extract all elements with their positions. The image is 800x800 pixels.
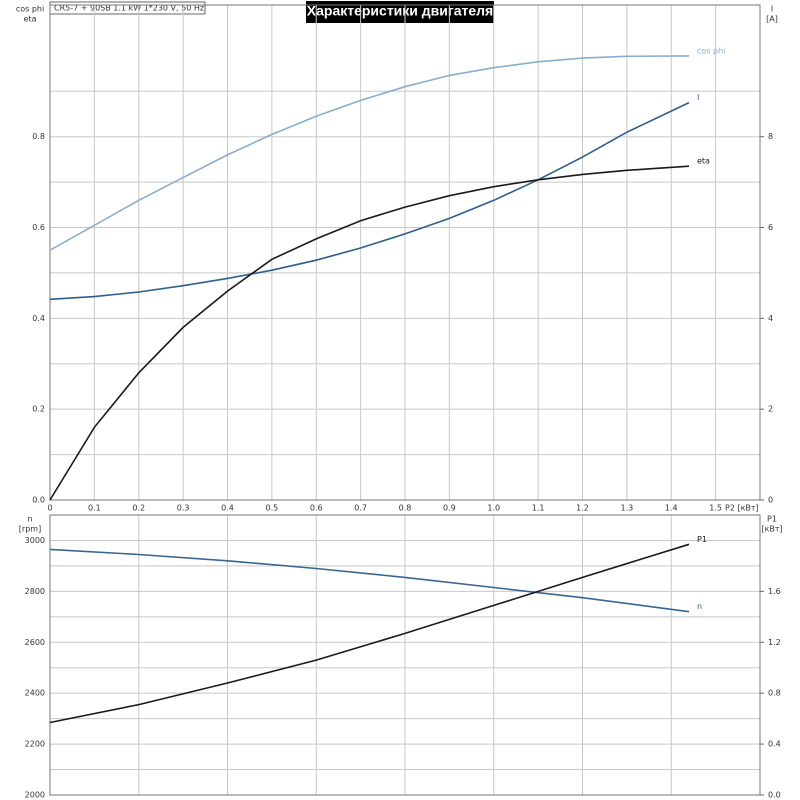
y-tick-label: 0.6 (32, 223, 45, 232)
line-series (49, 548, 690, 613)
chart-title: Характеристики двигателя (307, 3, 493, 19)
y2-tick-label: 2 (768, 405, 773, 414)
x-tick-label: 0 (47, 504, 52, 513)
line-series (49, 55, 690, 251)
y-tick-label: 0.0 (32, 496, 45, 505)
x-tick-label: 0.5 (266, 504, 279, 513)
y2-axis-label: [A] (766, 15, 778, 24)
y2-tick-label: 0.4 (768, 740, 781, 749)
y2-tick-label: 0.8 (768, 689, 781, 698)
y2-axis-label: [кВт] (761, 525, 782, 534)
y2-tick-label: 4 (768, 314, 773, 323)
x-tick-label: 1.5 (709, 504, 722, 513)
x-tick-label: 0.6 (310, 504, 323, 513)
y-axis-label: cos phi (16, 5, 44, 14)
x-tick-label: 0.9 (443, 504, 456, 513)
y2-tick-label: 1.2 (768, 638, 781, 647)
y-tick-label: 2400 (25, 689, 45, 698)
x-tick-label: 0.2 (132, 504, 145, 513)
x-tick-label: 0.4 (221, 504, 234, 513)
plot-frame (49, 514, 761, 796)
series-label: P1 (697, 535, 707, 544)
y2-axis-label: P1 (767, 515, 777, 524)
line-series (49, 101, 690, 301)
y-tick-label: 0.4 (32, 314, 45, 323)
line-series (49, 543, 690, 724)
y2-axis-label: I (771, 5, 773, 14)
x-tick-label: 0.8 (399, 504, 412, 513)
y2-tick-label: 1.6 (768, 587, 781, 596)
y-tick-label: 2800 (25, 587, 45, 596)
y-tick-label: 0.8 (32, 132, 45, 141)
y2-tick-label: 8 (768, 132, 773, 141)
x-tick-label: 0.3 (177, 504, 190, 513)
y-tick-label: 2200 (25, 740, 45, 749)
y-axis-label: n (27, 515, 32, 524)
x-axis-label: P2 [кВт] (725, 504, 759, 513)
y-axis-label: eta (24, 15, 37, 24)
series-label: eta (697, 157, 710, 166)
y2-tick-label: 0.0 (768, 791, 781, 800)
x-tick-label: 1.3 (621, 504, 634, 513)
subtitle: CR5-7 + 90SB 1.1 kW 1*230 V, 50 Hz (54, 4, 204, 13)
series-label: I (697, 93, 699, 102)
y-tick-label: 2600 (25, 638, 45, 647)
line-series (49, 165, 690, 501)
x-tick-label: 0.1 (88, 504, 101, 513)
x-tick-label: 1.0 (487, 504, 500, 513)
plot-frame (49, 4, 761, 501)
y-tick-label: 2000 (25, 791, 45, 800)
series-label: cos phi (697, 46, 725, 55)
x-tick-label: 0.7 (354, 504, 367, 513)
x-tick-label: 1.4 (665, 504, 678, 513)
x-tick-label: 1.1 (532, 504, 545, 513)
y2-tick-label: 0 (768, 496, 773, 505)
series-label: n (697, 602, 702, 611)
y-tick-label: 3000 (25, 536, 45, 545)
y-tick-label: 0.2 (32, 405, 45, 414)
y-axis-label: [rpm] (19, 525, 41, 534)
title-box (306, 1, 494, 23)
x-tick-label: 1.2 (576, 504, 589, 513)
y2-tick-label: 6 (768, 223, 773, 232)
